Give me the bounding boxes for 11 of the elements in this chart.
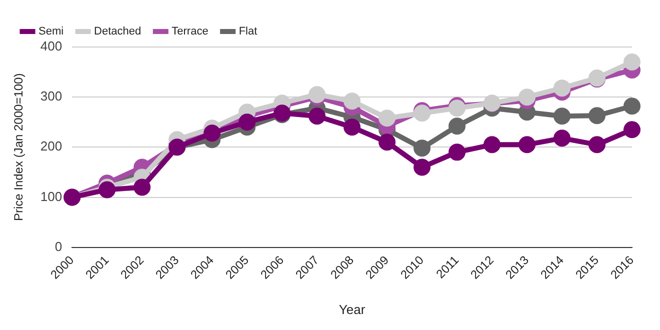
y-tick-label: 200 (40, 138, 62, 154)
y-tick-label: 0 (54, 238, 62, 254)
y-tick-label: 400 (40, 38, 62, 54)
legend-label: Flat (238, 26, 258, 38)
legend-label: Terrace (172, 26, 208, 38)
y-tick-label: 100 (40, 188, 62, 204)
legend-label: Detached (94, 26, 142, 38)
y-tick-label: 300 (40, 88, 62, 104)
legend-label: Semi (38, 26, 64, 38)
y-axis-title: Price Index (Jan 2000=100) (12, 73, 26, 222)
x-axis-title: Year (338, 302, 366, 317)
